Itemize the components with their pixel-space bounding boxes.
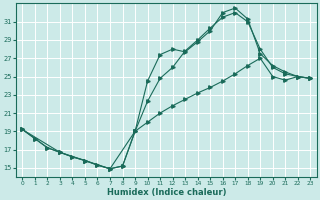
X-axis label: Humidex (Indice chaleur): Humidex (Indice chaleur) (107, 188, 226, 197)
